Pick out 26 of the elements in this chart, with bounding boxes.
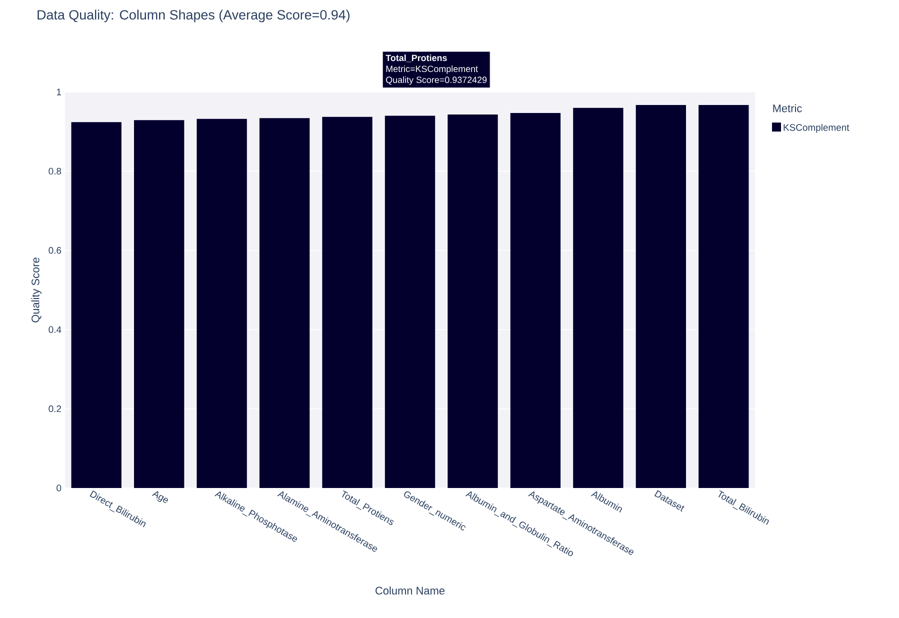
legend-title: Metric (773, 104, 802, 112)
bar (71, 122, 122, 488)
y-tick-label: 0.6 (48, 247, 62, 254)
y-tick-label: 0.4 (48, 326, 62, 333)
bar (322, 116, 372, 488)
y-tick-label: 1 (56, 88, 62, 96)
bar (573, 108, 624, 488)
y-axis-title: Quality Score (31, 258, 42, 322)
x-tick-label: Age (152, 491, 168, 504)
bar (134, 120, 184, 488)
bar (698, 105, 749, 488)
bar (448, 114, 498, 488)
y-tick-label: 0.8 (48, 168, 62, 175)
bar (636, 105, 686, 488)
legend-label: KSComplement (784, 124, 850, 133)
x-axis-title: Column Name (376, 586, 445, 595)
text: Metric=KSComplement (386, 65, 478, 74)
y-tick-label: 0 (56, 484, 62, 492)
chart-title: Data Quality: Column Shapes (Average Score=0.94) (38, 10, 350, 22)
bar (510, 112, 561, 488)
bar (384, 116, 436, 488)
text: Quality Score=0.9372429 (386, 76, 487, 85)
bar (196, 118, 247, 488)
bar (259, 118, 310, 488)
y-tick-label: 0.2 (48, 405, 62, 412)
text: Total_Protiens (386, 54, 447, 62)
